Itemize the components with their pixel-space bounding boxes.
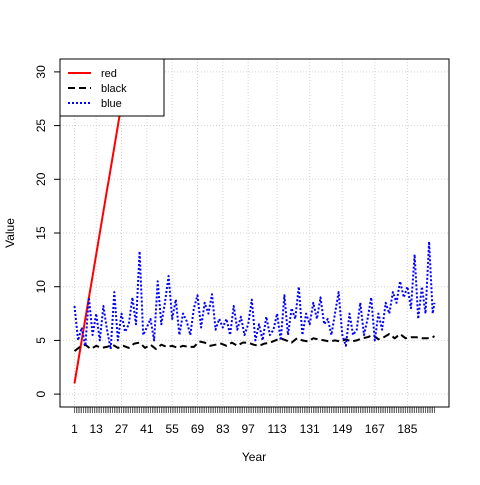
x-tick-label: 113 (268, 422, 287, 436)
x-tick-label: 83 (216, 422, 230, 436)
x-tick-label: 27 (115, 422, 129, 436)
legend-label-black: black (101, 83, 127, 95)
x-tick-label: 41 (140, 422, 154, 436)
series-line-black (73, 333, 436, 352)
x-tick-label: 13 (90, 422, 104, 436)
x-tick-label: 167 (365, 422, 385, 436)
series-line-blue (73, 240, 436, 350)
x-tick-label: 185 (397, 422, 417, 436)
y-tick-label: 25 (34, 119, 48, 133)
y-tick-label: 10 (34, 280, 48, 294)
grid (60, 59, 449, 407)
x-tick-label: 1 (71, 422, 78, 436)
legend-label-red: red (101, 68, 117, 80)
legend-box (59, 58, 165, 117)
x-tick-label: 69 (191, 422, 205, 436)
y-tick-label: 20 (34, 172, 48, 186)
y-tick-label: 30 (34, 65, 48, 79)
x-tick-label: 131 (300, 422, 320, 436)
plot-frame (59, 58, 450, 408)
y-axis-label: Value (3, 218, 17, 248)
legend-label-blue: blue (101, 98, 122, 110)
legend: red black blue (59, 58, 165, 117)
y-tick-label: 5 (34, 337, 48, 344)
x-tick-label: 97 (241, 422, 255, 436)
y-tick-label: 15 (34, 226, 48, 240)
x-tick-label: 149 (332, 422, 352, 436)
x-axis-label: Year (242, 450, 266, 464)
y-tick-label: 0 (34, 390, 48, 397)
x-tick-label: 55 (165, 422, 179, 436)
